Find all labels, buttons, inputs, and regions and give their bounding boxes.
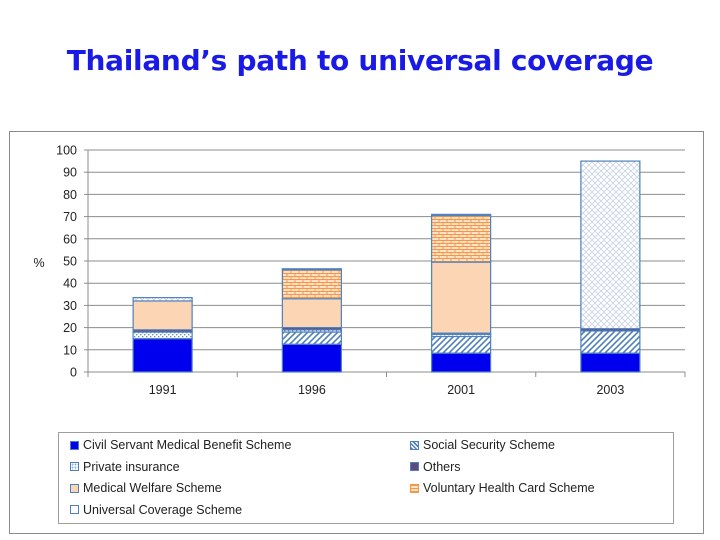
legend-label: Civil Servant Medical Benefit Scheme (83, 438, 292, 452)
bar-segment-csmbs-2003 (580, 352, 641, 373)
legend-swatch (70, 505, 79, 514)
legend-label: Universal Coverage Scheme (83, 502, 243, 517)
y-tick-label: 20 (63, 321, 77, 335)
bar-segment-csmbs-1991 (132, 338, 193, 373)
legend-item-voluntary_card: Voluntary Health Card Scheme (410, 481, 595, 495)
bar-segment-medical_welfare-1996 (281, 298, 342, 329)
bar-segment-universal_coverage-1996 (281, 268, 342, 271)
legend-item-others: Others (410, 460, 461, 474)
y-tick-label: 10 (63, 343, 77, 357)
y-tick-label: 50 (63, 255, 77, 269)
y-tick-label: 40 (63, 277, 77, 291)
bar-segment-medical_welfare-2001 (431, 261, 492, 334)
y-tick-label: 60 (63, 232, 77, 246)
chart-svg: 0 10 20 30 40 50 60 70 80 90 100% 1991 1996 2001 2003 (33, 144, 686, 398)
x-tick-label: 2003 (596, 383, 624, 397)
bars-layer (132, 160, 641, 373)
legend-swatch (70, 462, 79, 471)
legend-item-private_insurance: Private insurance (70, 460, 180, 474)
bar-segment-social_security-2003 (580, 330, 641, 354)
y-tick-label: 0 (70, 366, 77, 380)
bar-segment-voluntary_card-1996 (281, 269, 342, 300)
x-tick-label: 1991 (149, 383, 177, 397)
y-tick-label: 30 (63, 299, 77, 313)
legend-label: Others (423, 459, 461, 474)
bar-segment-medical_welfare-1991 (132, 300, 193, 331)
x-tick-label: 2001 (447, 383, 475, 397)
bar-segment-universal_coverage-2001 (431, 213, 492, 217)
chart-legend: Civil Servant Medical Benefit Scheme Soci… (58, 432, 674, 524)
bar-segment-social_security-1996 (281, 331, 342, 345)
bar-segment-universal_coverage-2003 (580, 160, 641, 330)
bar-segment-universal_coverage-1991 (132, 297, 193, 302)
bar-segment-social_security-2001 (431, 335, 492, 354)
y-tick-label: 70 (63, 210, 77, 224)
bar-segment-csmbs-2001 (431, 352, 492, 373)
y-axis-label: % (33, 256, 44, 270)
legend-item-csmbs: Civil Servant Medical Benefit Scheme (70, 438, 291, 452)
bar-segment-csmbs-1996 (281, 343, 342, 373)
y-tick-label: 100 (56, 144, 77, 158)
labels-layer: 0 10 20 30 40 50 60 70 80 90 100% 1991 1996 2001 2003 (33, 144, 624, 398)
y-tick-label: 90 (63, 166, 77, 180)
legend-item-medical_welfare: Medical Welfare Scheme (70, 481, 222, 495)
legend-swatch (410, 440, 419, 450)
legend-label: Social Security Scheme (423, 438, 556, 452)
bar-segment-private_insurance-1991 (132, 331, 193, 340)
legend-item-social_security: Social Security Scheme (410, 438, 555, 452)
x-tick-label: 1996 (298, 383, 326, 397)
legend-swatch (70, 483, 79, 493)
legend-label: Private insurance (83, 459, 180, 474)
bar-segment-voluntary_card-2001 (431, 214, 492, 263)
legend-swatch (410, 483, 419, 493)
legend-label: Medical Welfare Scheme (83, 481, 222, 495)
legend-item-universal_coverage: Universal Coverage Scheme (70, 503, 242, 517)
legend-swatch (410, 462, 419, 471)
y-tick-label: 80 (63, 188, 77, 202)
legend-label: Voluntary Health Card Scheme (423, 481, 595, 495)
legend-swatch (70, 440, 79, 450)
slide-title: Thailand’s path to universal coverage (66, 44, 654, 77)
